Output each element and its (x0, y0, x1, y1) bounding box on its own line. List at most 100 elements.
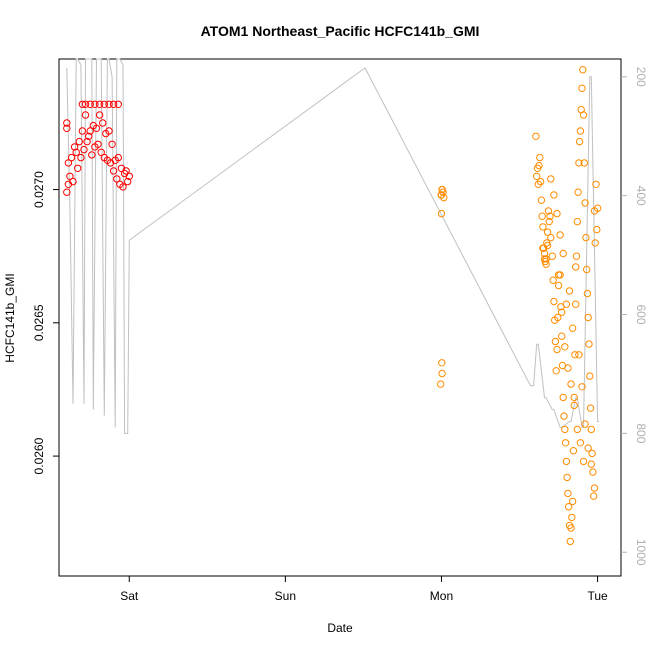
data-point-s2 (565, 287, 574, 295)
data-point-s2 (560, 412, 568, 420)
data-point-s1 (77, 153, 85, 162)
data-point-s2 (579, 457, 588, 466)
data-point-s2 (562, 300, 571, 308)
data-point-s2 (586, 404, 595, 412)
y-tick-label: 0.0260 (32, 437, 46, 474)
data-point-s1 (67, 153, 76, 162)
data-point-s2 (588, 449, 596, 458)
data-point-s1 (72, 148, 80, 157)
y2-tick-label: 1000 (634, 539, 648, 566)
data-point-s2 (553, 209, 561, 218)
secondary-y-axis: 200 400 600 800 1000 (621, 67, 648, 566)
data-point-s2 (563, 473, 571, 482)
data-point-s2 (549, 276, 557, 284)
x-tick-label: Sat (120, 589, 139, 603)
data-point-s2 (564, 364, 572, 372)
data-point-s2 (578, 383, 586, 391)
data-point-s2 (586, 372, 594, 380)
data-point-s2 (591, 239, 599, 247)
data-point-s2 (573, 425, 581, 434)
y-axis-label: HCFC141b_GMI (3, 273, 17, 362)
data-point-s2 (566, 537, 574, 546)
secondary-line (66, 58, 600, 434)
data-point-s1 (64, 159, 73, 167)
data-point-s2 (437, 191, 445, 199)
data-point-s2 (574, 188, 582, 196)
data-point-s2 (558, 332, 566, 340)
data-point-s2 (559, 393, 567, 402)
chart-title: ATOM1 Northeast_Pacific HCFC141b_GMI (201, 23, 480, 39)
data-point-s1 (91, 100, 99, 109)
data-point-s2 (543, 228, 552, 236)
data-point-s2 (542, 260, 550, 268)
data-point-s2 (550, 191, 558, 199)
y-tick-label: 0.0270 (32, 171, 46, 208)
data-point-s1 (92, 124, 101, 133)
data-point-s2 (584, 313, 592, 322)
data-point-s1 (109, 100, 118, 109)
data-point-s2 (558, 308, 566, 316)
data-point-s1 (114, 153, 123, 162)
data-point-s2 (589, 468, 597, 476)
data-point-s1 (105, 100, 113, 109)
data-point-s2 (536, 153, 544, 162)
data-point-s1 (81, 100, 90, 109)
data-point-s2 (540, 249, 549, 258)
data-point-s2 (547, 233, 555, 242)
data-point-s2 (564, 489, 572, 498)
data-point-s2 (584, 444, 592, 452)
data-point-s1 (100, 100, 109, 109)
y-axis: 0.0260 0.0265 0.0270 (32, 171, 59, 474)
data-point-s2 (587, 460, 595, 468)
data-point-s1 (63, 119, 71, 127)
data-point-s2 (438, 359, 446, 367)
y-tick-label: 0.0265 (32, 304, 46, 341)
x-tick-label: Sun (275, 589, 296, 603)
data-point-s2 (579, 111, 588, 119)
x-axis: Sat Sun Mon Tue (120, 576, 608, 603)
data-point-s1 (88, 151, 96, 159)
data-point-s2 (578, 84, 586, 93)
data-point-s2 (554, 281, 563, 290)
data-point-s1 (64, 180, 73, 189)
data-point-s2 (554, 271, 563, 279)
data-point-s2 (537, 196, 546, 204)
x-tick-label: Mon (430, 589, 453, 603)
data-point-s1 (85, 132, 93, 141)
data-point-s1 (63, 188, 71, 196)
data-point-s2 (559, 249, 567, 258)
data-point-s2 (568, 324, 577, 332)
data-point-s2 (561, 343, 569, 351)
data-point-s2 (568, 497, 577, 506)
data-point-s2 (532, 132, 540, 141)
data-point-s2 (590, 484, 599, 492)
data-point-s1 (86, 100, 94, 109)
data-point-s2 (587, 425, 595, 434)
data-point-s1 (70, 143, 79, 151)
data-point-s1 (99, 119, 107, 127)
data-point-s2 (579, 66, 587, 74)
data-point-s2 (593, 204, 602, 212)
data-point-s2 (543, 241, 552, 250)
data-point-s2 (581, 199, 589, 207)
data-point-s2 (573, 217, 581, 226)
plot-frame (58, 58, 622, 577)
data-point-s2 (551, 337, 560, 346)
data-point-s2 (565, 503, 573, 511)
data-point-s1 (78, 127, 87, 135)
data-point-s2 (575, 137, 584, 146)
data-point-s1 (108, 140, 116, 149)
data-point-s1 (83, 137, 91, 146)
data-point-s2 (556, 271, 564, 279)
data-point-s1 (119, 183, 127, 191)
data-point-s2 (547, 175, 555, 183)
data-point-s2 (585, 340, 593, 348)
data-point-s2 (572, 300, 580, 308)
data-point-s2 (533, 172, 541, 181)
data-point-s2 (575, 159, 583, 167)
data-point-s2 (576, 127, 585, 135)
y2-tick-label: 600 (634, 304, 648, 324)
data-point-s2 (582, 233, 590, 242)
data-point-s2 (550, 297, 558, 306)
